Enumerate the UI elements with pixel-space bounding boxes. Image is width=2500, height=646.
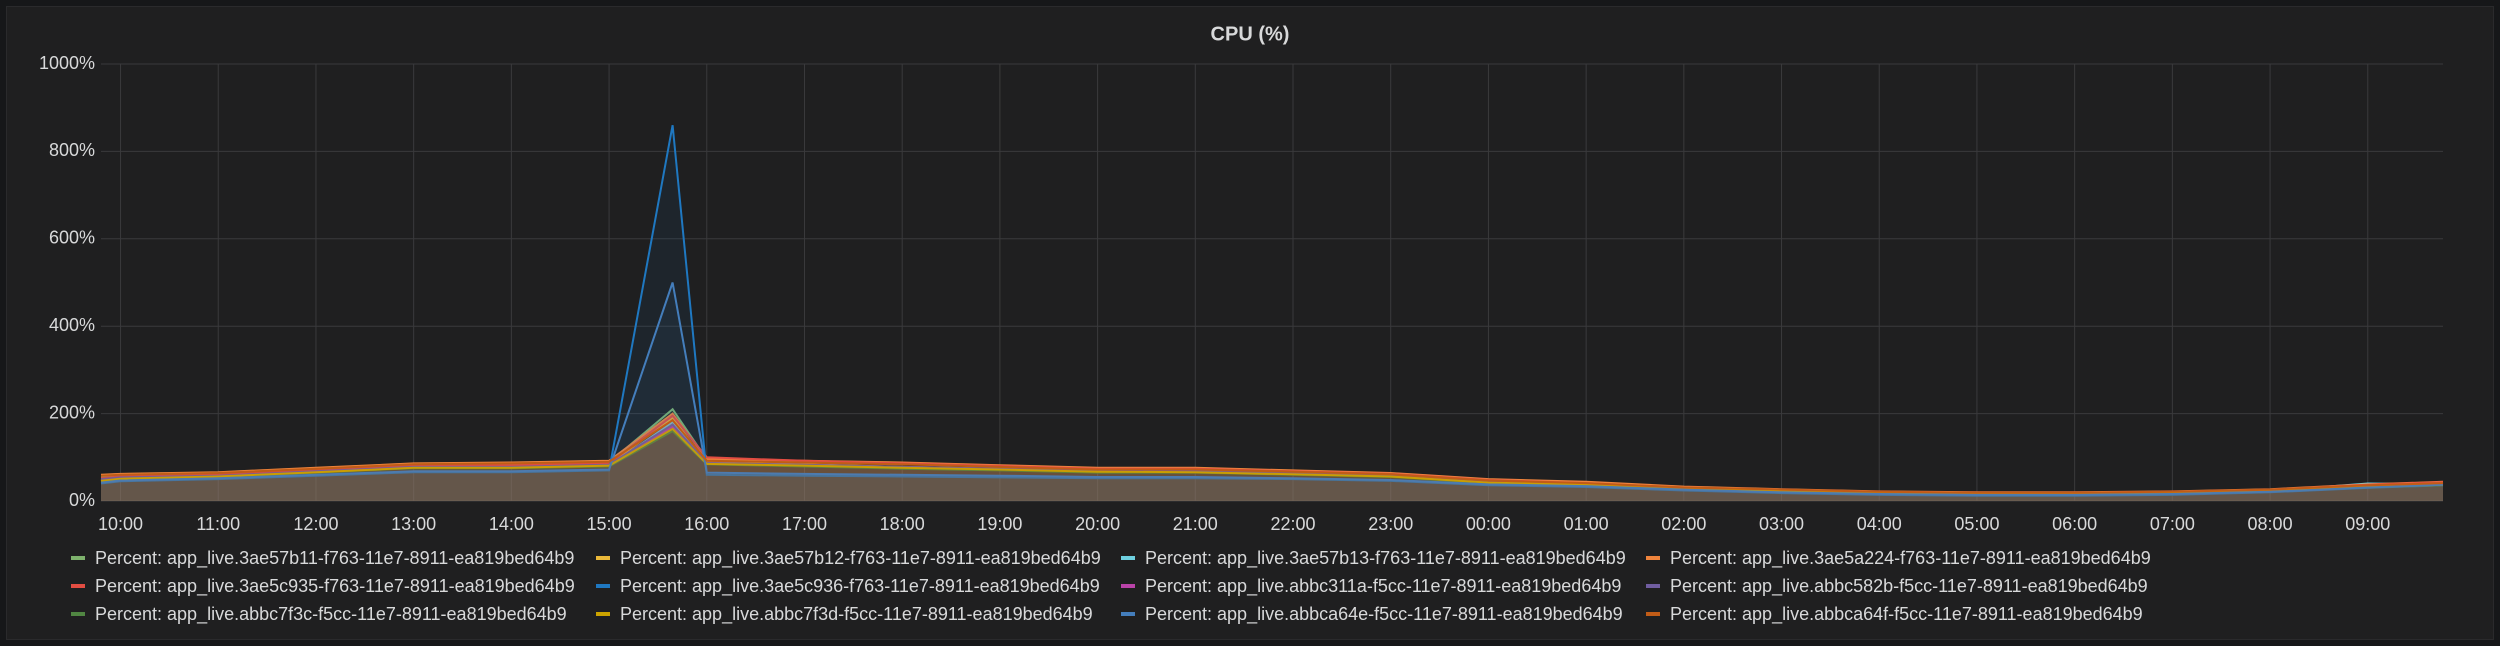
legend-item[interactable]: Percent: app_live.abbc582b-f5cc-11e7-891… bbox=[1646, 575, 2171, 597]
series-area bbox=[101, 431, 2443, 501]
x-tick-label: 17:00 bbox=[782, 514, 827, 534]
legend-label: Percent: app_live.abbc7f3d-f5cc-11e7-891… bbox=[620, 603, 1093, 624]
legend-swatch bbox=[1121, 556, 1135, 560]
legend-label: Percent: app_live.abbca64f-f5cc-11e7-891… bbox=[1670, 603, 2143, 624]
panel: CPU (%) 0% 200% 400% 600% 800% 1000% 10:00 11:0… bbox=[6, 6, 2494, 640]
chart-title: CPU (%) bbox=[1211, 23, 1290, 45]
legend-label: Percent: app_live.abbca64e-f5cc-11e7-891… bbox=[1145, 603, 1623, 624]
y-tick-label: 0% bbox=[69, 490, 95, 510]
legend-item[interactable]: Percent: app_live.abbc311a-f5cc-11e7-891… bbox=[1121, 575, 1646, 597]
series-line bbox=[100, 282, 2444, 496]
x-tick-label: 21:00 bbox=[1173, 514, 1218, 534]
legend-item[interactable]: Percent: app_live.abbc7f3c-f5cc-11e7-891… bbox=[71, 603, 596, 625]
x-tick-label: 11:00 bbox=[196, 514, 240, 534]
legend-item[interactable]: Percent: app_live.3ae57b13-f763-11e7-891… bbox=[1121, 547, 1646, 569]
legend-item[interactable]: Percent: app_live.abbca64f-f5cc-11e7-891… bbox=[1646, 603, 2171, 625]
x-tick-label: 19:00 bbox=[977, 514, 1022, 534]
x-tick-label: 09:00 bbox=[2345, 514, 2390, 534]
legend-item[interactable]: Percent: app_live.3ae57b11-f763-11e7-891… bbox=[71, 547, 596, 569]
x-tick-label: 22:00 bbox=[1270, 514, 1315, 534]
series-area bbox=[101, 125, 2443, 501]
legend-item[interactable]: Percent: app_live.3ae5a224-f763-11e7-891… bbox=[1646, 547, 2171, 569]
x-tick-label: 03:00 bbox=[1759, 514, 1804, 534]
legend-swatch bbox=[1646, 612, 1660, 616]
legend-swatch bbox=[71, 556, 85, 560]
legend-label: Percent: app_live.abbc582b-f5cc-11e7-891… bbox=[1670, 575, 2148, 596]
x-tick-label: 14:00 bbox=[489, 514, 534, 534]
x-tick-label: 18:00 bbox=[880, 514, 925, 534]
legend-label: Percent: app_live.abbc7f3c-f5cc-11e7-891… bbox=[95, 603, 567, 624]
y-tick-label: 600% bbox=[49, 228, 95, 248]
legend-item[interactable]: Percent: app_live.abbc7f3d-f5cc-11e7-891… bbox=[596, 603, 1121, 625]
series-line bbox=[100, 125, 2444, 497]
legend-item[interactable]: Percent: app_live.3ae5c935-f763-11e7-891… bbox=[71, 575, 596, 597]
legend-label: Percent: app_live.3ae5c936-f763-11e7-891… bbox=[620, 575, 1100, 596]
series-line bbox=[100, 418, 2444, 494]
x-tick-label: 16:00 bbox=[684, 514, 729, 534]
y-tick-label: 1000% bbox=[39, 53, 95, 73]
series-area bbox=[101, 428, 2443, 501]
series-area bbox=[101, 282, 2443, 501]
x-tick-label: 02:00 bbox=[1661, 514, 1706, 534]
legend-swatch bbox=[596, 584, 610, 588]
legend-item[interactable]: Percent: app_live.abbca64e-f5cc-11e7-891… bbox=[1121, 603, 1646, 625]
x-tick-label: 01:00 bbox=[1564, 514, 1609, 534]
legend-label: Percent: app_live.3ae5c935-f763-11e7-891… bbox=[95, 575, 575, 596]
legend-swatch bbox=[1121, 612, 1135, 616]
y-tick-label: 800% bbox=[49, 140, 95, 160]
series-area bbox=[101, 420, 2443, 501]
x-tick-label: 23:00 bbox=[1368, 514, 1413, 534]
x-tick-label: 10:00 bbox=[98, 514, 143, 534]
x-tick-label: 04:00 bbox=[1857, 514, 1902, 534]
x-tick-label: 13:00 bbox=[391, 514, 436, 534]
x-tick-label: 12:00 bbox=[293, 514, 338, 534]
legend-swatch bbox=[1121, 584, 1135, 588]
legend-label: Percent: app_live.abbc311a-f5cc-11e7-891… bbox=[1145, 575, 1622, 596]
x-tick-label: 08:00 bbox=[2248, 514, 2293, 534]
legend-label: Percent: app_live.3ae57b11-f763-11e7-891… bbox=[95, 547, 575, 568]
legend: Percent: app_live.3ae57b11-f763-11e7-891… bbox=[71, 547, 2171, 625]
x-tick-label: 00:00 bbox=[1466, 514, 1511, 534]
x-tick-label: 05:00 bbox=[1954, 514, 1999, 534]
y-tick-label: 400% bbox=[49, 315, 95, 335]
legend-label: Percent: app_live.3ae57b13-f763-11e7-891… bbox=[1145, 547, 1626, 568]
legend-label: Percent: app_live.3ae5a224-f763-11e7-891… bbox=[1670, 547, 2151, 568]
legend-swatch bbox=[596, 612, 610, 616]
x-tick-label: 20:00 bbox=[1075, 514, 1120, 534]
x-tick-label: 07:00 bbox=[2150, 514, 2195, 534]
legend-swatch bbox=[71, 584, 85, 588]
legend-item[interactable]: Percent: app_live.3ae5c936-f763-11e7-891… bbox=[596, 575, 1121, 597]
x-tick-label: 15:00 bbox=[587, 514, 632, 534]
legend-swatch bbox=[1646, 556, 1660, 560]
legend-label: Percent: app_live.3ae57b12-f763-11e7-891… bbox=[620, 547, 1101, 568]
y-tick-label: 200% bbox=[49, 402, 95, 422]
chart: CPU (%) 0% 200% 400% 600% 800% 1000% 10:00 11:0… bbox=[39, 23, 2444, 534]
legend-swatch bbox=[71, 612, 85, 616]
legend-item[interactable]: Percent: app_live.3ae57b12-f763-11e7-891… bbox=[596, 547, 1121, 569]
legend-swatch bbox=[1646, 584, 1660, 588]
x-tick-label: 06:00 bbox=[2052, 514, 2097, 534]
legend-swatch bbox=[596, 556, 610, 560]
